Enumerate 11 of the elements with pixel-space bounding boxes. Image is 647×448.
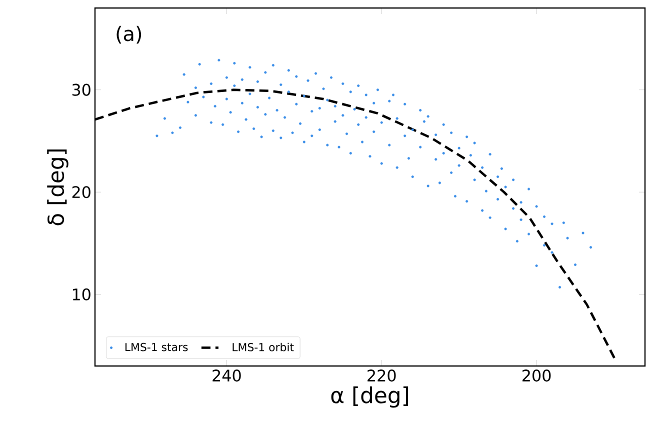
x-tick-label: 220 [368, 370, 396, 382]
y-tick-label: 30 [72, 84, 90, 96]
annotation: (a) [116, 26, 142, 44]
legend-label: LMS-1 stars [125, 342, 188, 352]
y-tick-label: 20 [72, 186, 90, 198]
x-tick-label: 200 [522, 370, 551, 382]
legend-label: LMS-1 orbit [232, 342, 294, 352]
y-axis-title: δ [deg] [47, 149, 68, 226]
x-axis-title: α [deg] [331, 386, 408, 408]
y-tick-label: 10 [72, 288, 90, 300]
x-tick-label: 240 [212, 370, 241, 382]
